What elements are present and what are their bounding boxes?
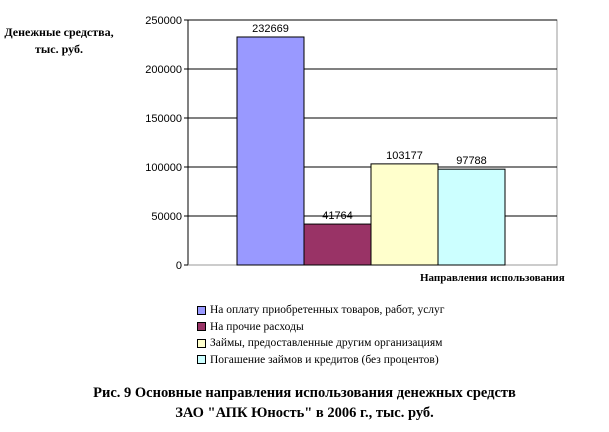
legend-item: Займы, предоставленные другим организаци…: [197, 335, 445, 352]
legend-label: На оплату приобретенных товаров, работ, …: [210, 304, 445, 316]
x-axis-label: Направления использования: [420, 272, 565, 284]
legend-item: На оплату приобретенных товаров, работ, …: [197, 302, 445, 319]
data-label: 103177: [386, 150, 423, 162]
y-tick-label: 250000: [145, 15, 182, 27]
caption-line1: Рис. 9 Основные направления использовани…: [93, 385, 516, 401]
bar: [236, 36, 305, 266]
bar: [303, 223, 372, 266]
figure-caption: Рис. 9 Основные направления использовани…: [0, 383, 609, 423]
legend-swatch: [197, 322, 206, 332]
legend-item: На прочие расходы: [197, 319, 445, 336]
data-label: 97788: [456, 155, 487, 167]
y-tick-label: 100000: [145, 162, 182, 174]
y-axis-label-line1: Денежные средства,: [4, 25, 114, 39]
legend-label: На прочие расходы: [210, 320, 304, 333]
caption-line2: ЗАО "АПК Юность" в 2006 г., тыс. руб.: [175, 405, 434, 421]
y-axis-label-line2: тыс. руб.: [35, 42, 83, 56]
y-tick-label: 50000: [151, 211, 182, 223]
y-axis-label: Денежные средства, тыс. руб.: [4, 24, 114, 58]
y-tick-label: 150000: [145, 113, 182, 125]
bar: [370, 163, 439, 266]
legend-swatch: [197, 305, 206, 315]
legend-label: Займы, предоставленные другим организаци…: [210, 337, 443, 349]
y-tick-label: 200000: [145, 64, 182, 76]
data-label: 232669: [252, 23, 289, 35]
legend: На оплату приобретенных товаров, работ, …: [197, 302, 445, 368]
legend-label: Погашение займов и кредитов (без процент…: [210, 353, 439, 366]
data-label: 41764: [322, 210, 353, 222]
bar: [437, 168, 506, 266]
plot-area: 0 50000 100000 150000 200000 250000 232669 4176…: [145, 15, 558, 272]
y-tick-label: 0: [176, 260, 182, 272]
legend-swatch: [197, 338, 206, 348]
legend-swatch: [197, 355, 206, 365]
legend-item: Погашение займов и кредитов (без процент…: [197, 352, 445, 369]
